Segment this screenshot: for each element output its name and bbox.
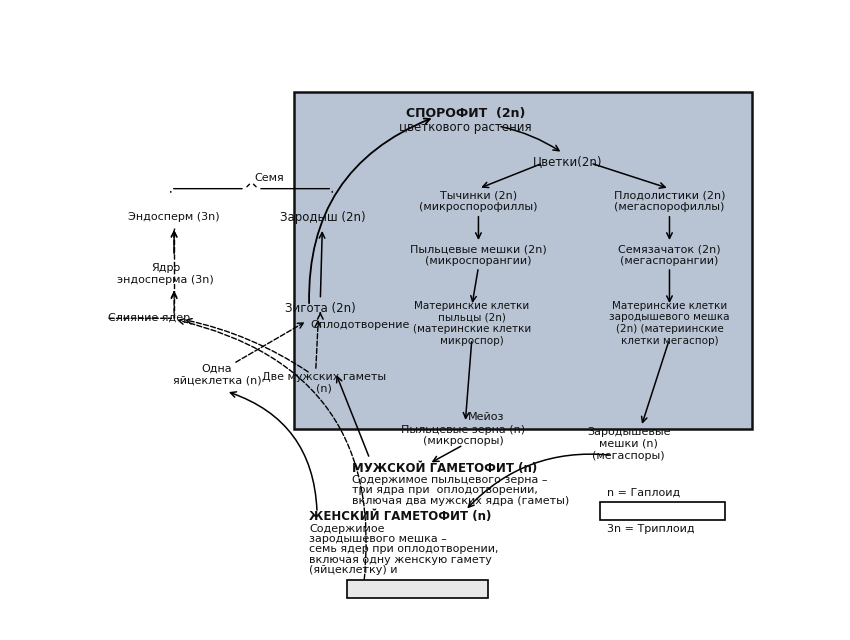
Text: включая одну женскую гамету: включая одну женскую гамету <box>309 555 492 564</box>
Text: Содержимое: Содержимое <box>309 524 385 534</box>
Text: СПОРОФИТ  (2n): СПОРОФИТ (2n) <box>405 108 525 120</box>
Text: (яйцеклетку) и: (яйцеклетку) и <box>309 565 398 575</box>
Text: одно диплоидное ядро: одно диплоидное ядро <box>349 583 485 593</box>
Text: Содержимое пыльцевого зерна –: Содержимое пыльцевого зерна – <box>352 475 547 485</box>
Text: цветкового растения: цветкового растения <box>399 121 531 134</box>
Text: Одна
яйцеклетка (n): Одна яйцеклетка (n) <box>173 364 261 386</box>
Text: зародышевого мешка –: зародышевого мешка – <box>309 534 447 544</box>
Text: 2n = Диплоид: 2n = Диплоид <box>605 506 696 515</box>
Text: ЖЕНСКИЙ ГАМЕТОФИТ (n): ЖЕНСКИЙ ГАМЕТОФИТ (n) <box>309 510 491 523</box>
Text: Материнские клетки
пыльцы (2n)
(материнские клетки
микроспор): Материнские клетки пыльцы (2n) (материнс… <box>413 301 531 346</box>
Text: Слияние ядер: Слияние ядер <box>108 313 190 323</box>
Text: Зигота (2n): Зигота (2n) <box>285 302 355 315</box>
Text: Две мужских гаметы
(n): Две мужских гаметы (n) <box>262 372 386 393</box>
Text: Ядро
эндосперма (3n): Ядро эндосперма (3n) <box>117 263 214 285</box>
Text: Семязачаток (2n)
(мегаспорангии): Семязачаток (2n) (мегаспорангии) <box>618 244 721 266</box>
Text: n = Гаплоид: n = Гаплоид <box>607 487 680 497</box>
Text: Материнские клетки
зародышевого мешка
(2n) (материинские
клетки мегаспор): Материнские клетки зародышевого мешка (2… <box>609 301 730 346</box>
Text: Тычинки (2n)
(микроспорофиллы): Тычинки (2n) (микроспорофиллы) <box>419 190 538 212</box>
Text: Эндосперм (3n): Эндосперм (3n) <box>128 212 220 222</box>
Text: Семя: Семя <box>255 173 285 183</box>
Text: Зародышевые
мешки (n)
(мегаспоры): Зародышевые мешки (n) (мегаспоры) <box>586 428 671 461</box>
Text: Цветки(2n): Цветки(2n) <box>533 155 602 168</box>
FancyBboxPatch shape <box>599 502 725 520</box>
FancyBboxPatch shape <box>294 92 751 429</box>
Text: 3n = Триплоид: 3n = Триплоид <box>607 524 694 534</box>
Text: семь ядер при оплодотворении,: семь ядер при оплодотворении, <box>309 545 499 554</box>
Text: МУЖСКОЙ ГАМЕТОФИТ (n): МУЖСКОЙ ГАМЕТОФИТ (n) <box>352 462 537 475</box>
Text: Оплодотворение: Оплодотворение <box>310 319 410 330</box>
Text: Зародыш (2n): Зародыш (2n) <box>280 211 366 224</box>
Text: Пыльцевые зерна (n)
(микроспоры): Пыльцевые зерна (n) (микроспоры) <box>401 425 525 446</box>
Text: включая два мужских ядра (гаметы): включая два мужских ядра (гаметы) <box>352 495 570 506</box>
Text: Мейоз: Мейоз <box>468 412 505 422</box>
Text: Плодолистики (2n)
(мегаспорофиллы): Плодолистики (2n) (мегаспорофиллы) <box>614 190 725 212</box>
Text: Пыльцевые мешки (2n)
(микроспорангии): Пыльцевые мешки (2n) (микроспорангии) <box>410 244 547 266</box>
Text: три ядра при  оплодотворении,: три ядра при оплодотворении, <box>352 485 538 495</box>
FancyBboxPatch shape <box>347 580 488 598</box>
